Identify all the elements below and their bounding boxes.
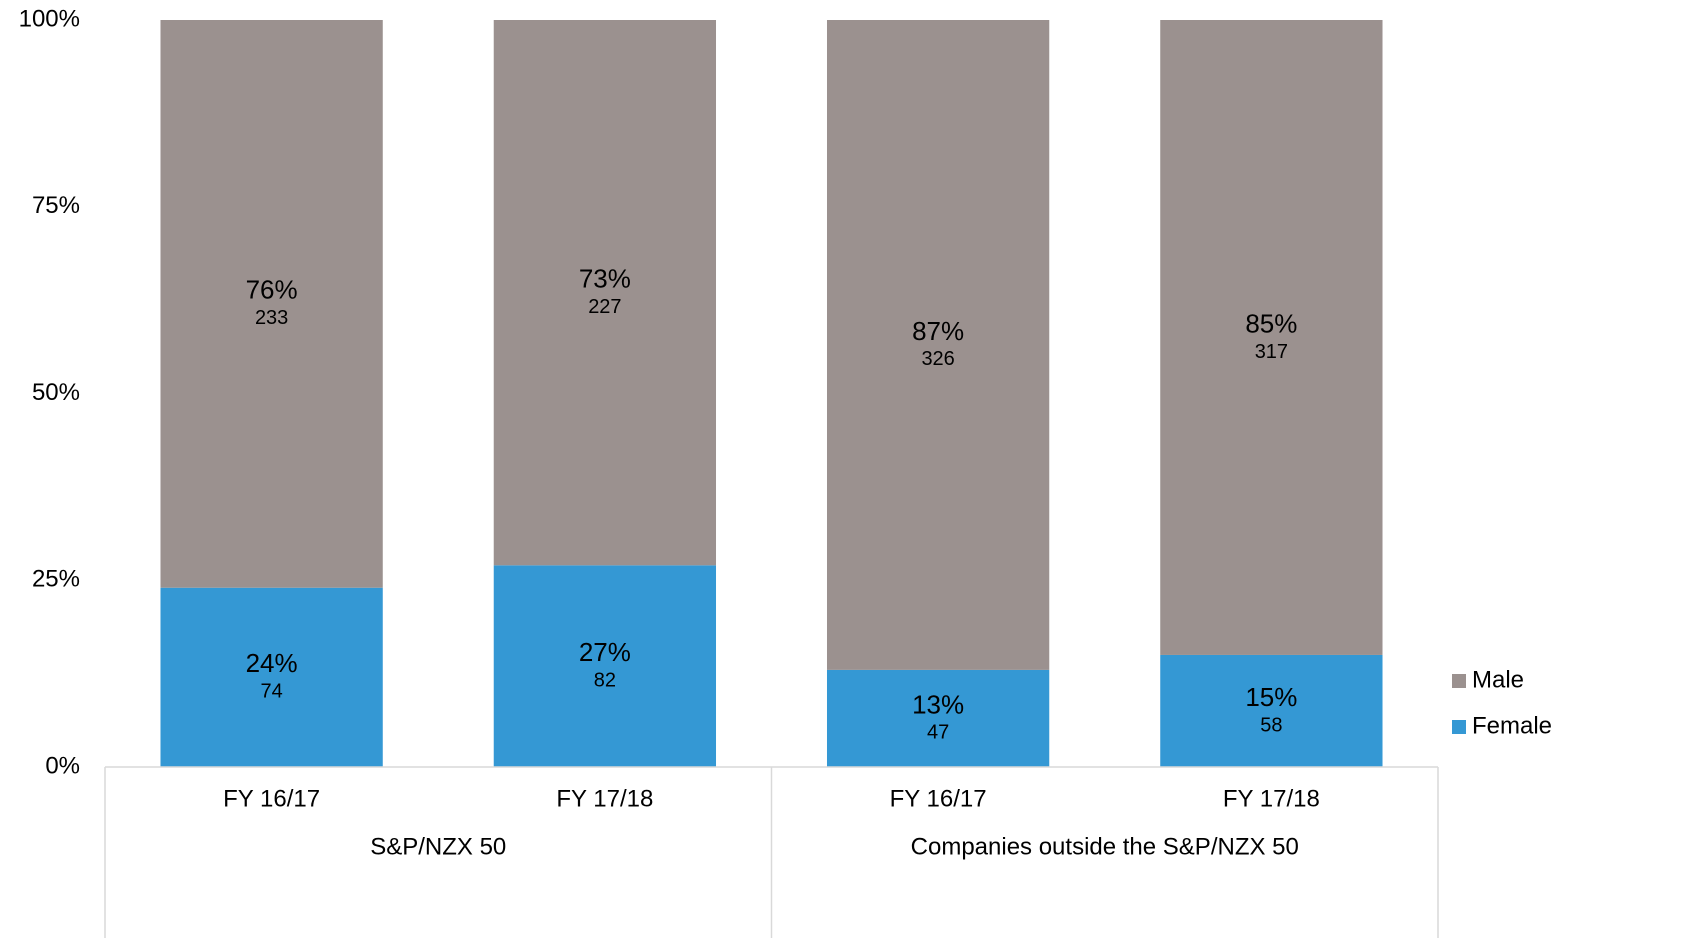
bar-segment: [1160, 654, 1383, 767]
y-tick-label: 25%: [32, 566, 80, 593]
count-label: 74: [261, 681, 283, 703]
count-label: 317: [1255, 341, 1288, 363]
bar-segment: [160, 20, 383, 588]
x-tick-label: FY 16/17: [890, 785, 987, 812]
count-label: 82: [594, 669, 616, 691]
group-label: Companies outside the S&P/NZX 50: [911, 833, 1299, 860]
count-label: 326: [921, 348, 954, 370]
data-label: 85%: [1245, 308, 1297, 338]
bar-segment: [826, 669, 1050, 767]
y-tick-label: 75%: [32, 192, 80, 219]
x-tick-label: FY 17/18: [1223, 785, 1320, 812]
bar-segment: [493, 565, 717, 767]
data-label: 73%: [579, 264, 631, 294]
legend-label: Male: [1472, 666, 1524, 693]
count-label: 47: [927, 722, 949, 744]
legend-swatch: [1452, 674, 1466, 688]
y-tick-label: 0%: [45, 752, 80, 779]
x-tick-label: FY 16/17: [223, 785, 320, 812]
legend-swatch: [1452, 720, 1466, 734]
data-label: 24%: [246, 648, 298, 678]
data-label: 27%: [579, 637, 631, 667]
data-label: 87%: [912, 316, 964, 346]
group-label: S&P/NZX 50: [370, 833, 506, 860]
legend-label: Female: [1472, 712, 1552, 739]
bar-segment: [1160, 20, 1383, 655]
y-tick-label: 100%: [19, 5, 80, 32]
count-label: 233: [255, 307, 288, 329]
bar-segment: [826, 20, 1050, 670]
data-label: 13%: [912, 689, 964, 719]
y-tick-label: 50%: [32, 379, 80, 406]
bar-segment: [493, 20, 717, 566]
data-label: 15%: [1245, 682, 1297, 712]
data-label: 76%: [246, 275, 298, 305]
count-label: 58: [1260, 714, 1282, 736]
count-label: 227: [588, 296, 621, 318]
bar-segment: [160, 587, 383, 767]
x-tick-label: FY 17/18: [556, 785, 653, 812]
